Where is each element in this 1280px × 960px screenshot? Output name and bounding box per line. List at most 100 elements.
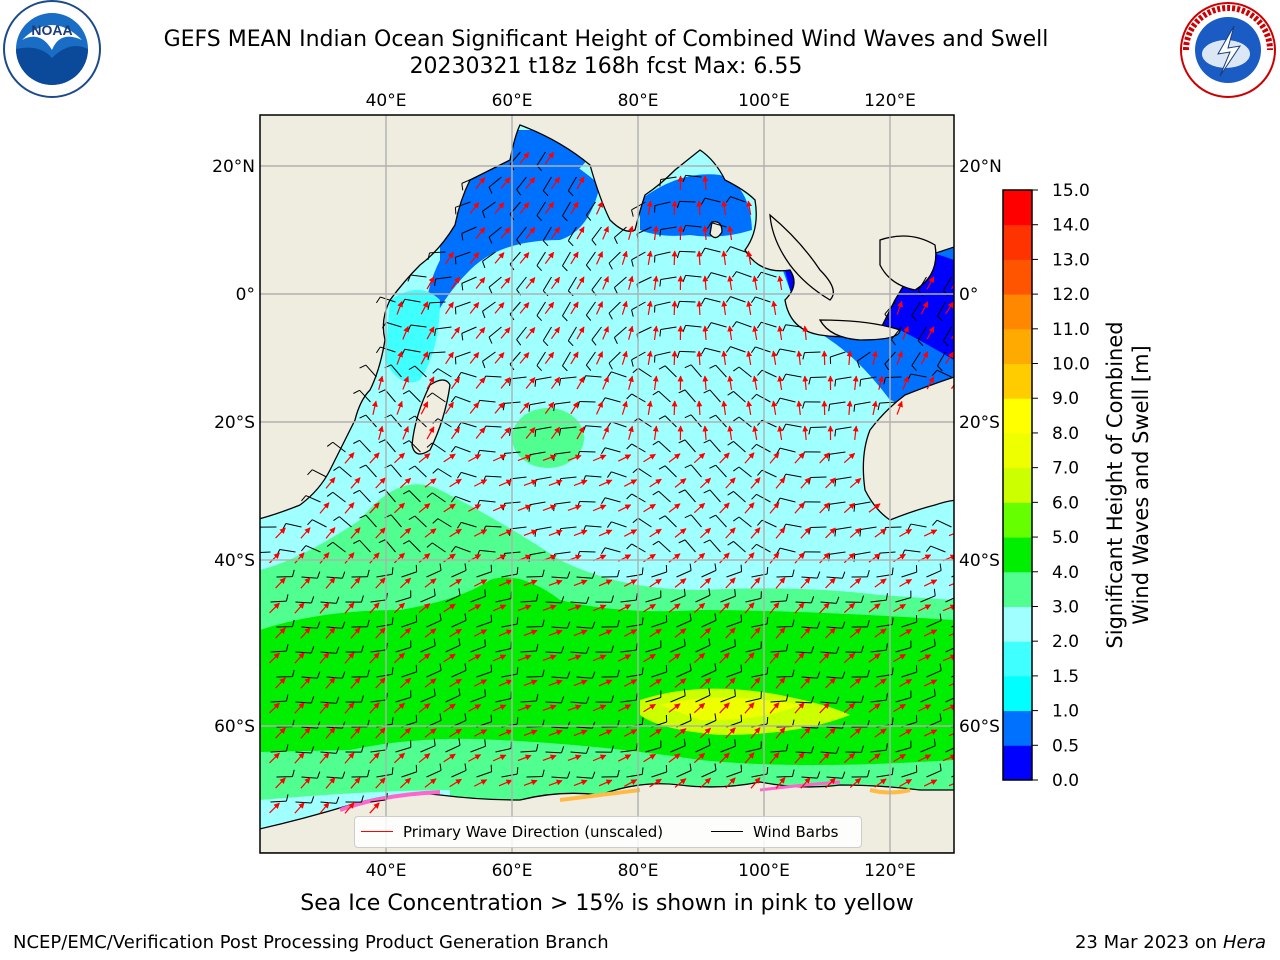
wind-barb bbox=[829, 351, 846, 365]
wind-barb bbox=[720, 689, 736, 703]
wave-arrow bbox=[746, 300, 753, 315]
wind-barb bbox=[654, 301, 671, 313]
wave-arrow bbox=[775, 777, 786, 789]
wind-barb bbox=[727, 390, 746, 403]
wave-arrow bbox=[699, 677, 711, 689]
wave-arrow bbox=[576, 226, 585, 240]
wind-barb bbox=[620, 693, 638, 703]
wind-barb bbox=[450, 545, 471, 553]
wave-arrow bbox=[777, 275, 784, 291]
wave-arrow bbox=[893, 603, 906, 613]
wave-arrow bbox=[473, 479, 488, 487]
chart-title: GEFS MEAN Indian Ocean Significant Heigh… bbox=[163, 27, 1049, 52]
wave-arrow bbox=[775, 677, 786, 689]
wave-arrow bbox=[443, 753, 456, 763]
wind-barb bbox=[501, 617, 519, 628]
wind-barb bbox=[461, 326, 477, 341]
colorbar-tick-label: 7.0 bbox=[1052, 459, 1079, 479]
wave-arrow bbox=[498, 729, 513, 737]
wind-barb bbox=[856, 351, 871, 368]
wind-barb bbox=[676, 200, 696, 209]
wave-arrow bbox=[525, 177, 536, 189]
wave-arrow bbox=[396, 350, 403, 365]
wind-barb bbox=[576, 671, 596, 679]
axis-tick-labels: 40°E 40°E 60°E 60°E 80°E 80°E 100°E 100°E 120°E 1… bbox=[212, 91, 1002, 881]
wave-arrow bbox=[319, 602, 330, 614]
colorbar-tick-label: 13.0 bbox=[1052, 250, 1090, 270]
wave-arrow bbox=[702, 325, 709, 341]
wind-barb bbox=[652, 390, 671, 403]
wave-arrow bbox=[450, 276, 460, 290]
wind-barb bbox=[276, 619, 295, 628]
wave-arrow bbox=[693, 702, 706, 714]
wind-barb bbox=[676, 563, 692, 578]
wind-barb bbox=[326, 541, 346, 553]
lon-tick-top: 120°E bbox=[864, 91, 916, 111]
wind-barb bbox=[720, 739, 736, 753]
wind-barb bbox=[684, 414, 702, 428]
wind-barb bbox=[870, 693, 888, 703]
wind-barb bbox=[659, 176, 677, 187]
wave-arrow bbox=[344, 652, 355, 664]
wind-barb bbox=[545, 646, 565, 654]
lat-tick-left: 0° bbox=[236, 285, 255, 305]
lon-tick-bottom: 120°E bbox=[864, 861, 916, 881]
wave-arrow bbox=[871, 400, 878, 415]
lon-tick-bottom: 40°E bbox=[366, 861, 407, 881]
wave-arrow bbox=[592, 454, 607, 462]
wind-barb bbox=[802, 401, 821, 409]
wave-arrow bbox=[544, 351, 555, 364]
wave-arrow bbox=[628, 275, 634, 290]
wave-arrow bbox=[548, 529, 563, 536]
wave-arrow bbox=[696, 200, 703, 216]
wind-barb bbox=[920, 588, 936, 603]
wind-barb bbox=[695, 588, 711, 603]
wind-barb bbox=[420, 738, 436, 753]
wave-arrow bbox=[899, 528, 913, 538]
wave-arrow bbox=[570, 401, 579, 415]
wave-arrow bbox=[449, 678, 462, 688]
wave-arrow bbox=[621, 400, 628, 415]
wind-barb bbox=[551, 721, 571, 729]
wave-arrow bbox=[628, 375, 634, 390]
wave-arrow bbox=[628, 225, 634, 240]
wind-barb bbox=[620, 643, 638, 653]
lat-tick-left: 40°S bbox=[214, 551, 255, 571]
wave-arrow bbox=[624, 629, 638, 637]
wave-arrow bbox=[377, 425, 384, 440]
wind-barb bbox=[528, 401, 546, 412]
wind-barb bbox=[703, 439, 721, 453]
wind-barb bbox=[451, 663, 467, 678]
wind-barb bbox=[670, 638, 686, 653]
lat-tick-right: 20°N bbox=[959, 157, 1002, 177]
wave-arrow bbox=[294, 602, 305, 614]
wind-barb bbox=[727, 440, 746, 453]
wave-arrow bbox=[519, 202, 530, 214]
wave-arrow bbox=[319, 802, 330, 814]
wave-arrow bbox=[517, 654, 532, 662]
wave-arrow bbox=[602, 426, 609, 440]
wave-arrow bbox=[693, 602, 706, 614]
wind-barb bbox=[695, 688, 711, 703]
wave-arrow bbox=[794, 652, 805, 664]
wave-arrow bbox=[500, 177, 511, 189]
wave-arrow bbox=[671, 400, 678, 416]
wave-arrow bbox=[399, 727, 412, 739]
wave-arrow bbox=[893, 753, 906, 763]
wave-arrow bbox=[671, 200, 678, 216]
wave-arrow bbox=[769, 502, 780, 514]
wind-barb bbox=[482, 351, 496, 369]
wave-arrow bbox=[750, 727, 761, 739]
wave-arrow bbox=[548, 579, 563, 586]
wave-arrow bbox=[868, 653, 881, 663]
wind-barb bbox=[770, 743, 789, 753]
wave-arrow bbox=[344, 752, 355, 764]
wind-barb bbox=[834, 376, 852, 387]
wind-barb bbox=[345, 595, 364, 603]
wind-barb bbox=[408, 515, 427, 528]
wave-arrow bbox=[643, 753, 656, 763]
wind-barb bbox=[345, 795, 364, 803]
wave-arrow bbox=[350, 677, 361, 689]
wind-barb bbox=[270, 744, 289, 753]
wave-arrow bbox=[294, 552, 305, 564]
